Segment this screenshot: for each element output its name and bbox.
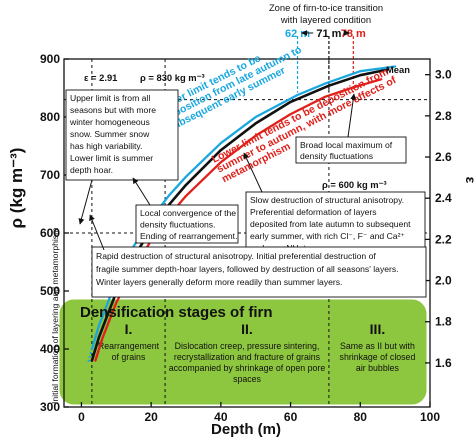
stage-description-line: accompanied by shrinkage of open pore <box>169 363 326 373</box>
broad-max-line: density fluctuations <box>300 151 373 161</box>
upper-limit-box-line: snow. Summer snow <box>70 129 150 139</box>
y2-tick-label: 2.2 <box>435 232 452 246</box>
y2-tick-label: 2.6 <box>435 150 452 164</box>
upper-limit-box-line: has high variability. <box>70 141 142 151</box>
marker-label: 71 m <box>316 28 341 40</box>
local-convergence-line: Local convergence of the <box>140 208 236 218</box>
stage-description-line: Rearrangement <box>98 341 160 351</box>
mean-series-label: Mean <box>386 64 410 75</box>
y-tick-label: 400 <box>40 342 60 356</box>
y-tick-label: 800 <box>40 110 60 124</box>
marker-label: 62 m <box>285 28 310 40</box>
upper-limit-box-line: depth hoar. <box>70 165 113 175</box>
stage-numeral: I. <box>125 321 133 337</box>
rapid-destruction-line: fragile summer depth-hoar layers, follow… <box>96 264 399 274</box>
rapid-destruction-line: Winter layers generally deform more read… <box>96 277 342 287</box>
upper-limit-box-line: Lower limit is summer <box>70 153 153 163</box>
stage-description-line: air bubbles <box>356 363 400 373</box>
slow-destruction-line: Slow destruction of structural anisotrop… <box>250 195 404 205</box>
broad-max-line: Broad local maximum of <box>300 140 393 150</box>
rho-600-label: ρ = 600 kg m⁻³ <box>322 179 387 190</box>
axes: 0 20 40 60 80 100 300 400 500 600 700 800 900 1.6 1.8 2… <box>40 52 452 424</box>
upper-limit-box-line: seasons but with more <box>70 105 156 115</box>
x-tick-label: 60 <box>284 410 298 424</box>
broad-max-arrow <box>347 93 357 138</box>
y2-tick-label: 2.8 <box>435 109 452 123</box>
y-tick-label: 700 <box>40 168 60 182</box>
y-tick-label: 500 <box>40 284 60 298</box>
series-line <box>94 78 383 362</box>
x-axis-label: Depth (m) <box>211 421 281 438</box>
upper-limit-curve-line: deposition from late autumn to <box>161 44 304 125</box>
stage-description-line: Same as II but with <box>340 341 415 351</box>
stage-description-line: shrinkage of closed <box>340 352 416 362</box>
slow-destruction-arrow <box>243 152 263 193</box>
top-title-line-2: with layered condition <box>280 14 371 25</box>
stage-description-line: of grains <box>112 352 146 362</box>
y-axis-label: ρ (kg m⁻³) <box>7 148 26 229</box>
upper-limit-box-line: winter homogeneous <box>69 117 150 127</box>
slow-destruction-line: early summer, with rich Cl⁻, F⁻ and Ca²⁺ <box>250 231 405 241</box>
stage-panel-background <box>59 299 427 405</box>
y-tick-label: 300 <box>40 400 60 414</box>
y2-tick-label: 3.0 <box>435 68 452 82</box>
stages-title: Densification stages of firn <box>80 304 273 321</box>
local-convergence-line: density fluctuations. <box>140 220 215 230</box>
rapid-destruction-box-frame <box>91 246 427 298</box>
marker-label: 78 m <box>341 28 366 40</box>
y-tick-label: 900 <box>40 52 60 66</box>
rapid-destruction-line: Rapid destruction of structural anisotro… <box>96 251 376 261</box>
upper-limit-box-line: Upper limit is from all <box>70 93 150 103</box>
top-title-line-1: Zone of firn-to-ice transition <box>269 2 383 13</box>
rapid-destruction-arrow <box>89 214 105 251</box>
x-tick-label: 20 <box>144 410 158 424</box>
stage-description-line: Dislocation creep, pressure sintering, <box>175 341 320 351</box>
vertical-label-group: Initial formation of layering and metamo… <box>50 228 60 404</box>
vertical-label: Initial formation of layering and metamo… <box>50 228 60 404</box>
x-tick-label: 40 <box>214 410 228 424</box>
slow-destruction-line: deposited from late autumn to subsequent <box>250 219 411 229</box>
x-tick-label: 100 <box>420 410 440 424</box>
y2-tick-label: 2.4 <box>435 191 452 205</box>
y2-axis-label: ε <box>463 177 474 184</box>
stage-numeral: II. <box>241 321 253 337</box>
stage-numeral: III. <box>370 321 386 337</box>
local-convergence-box-frame <box>135 204 239 244</box>
y2-tick-label: 1.6 <box>435 356 452 370</box>
x-tick-label: 0 <box>78 410 85 424</box>
local-convergence-arrow <box>132 177 151 206</box>
upper-limit-arrow <box>78 179 93 225</box>
eps-threshold-label: ε = 2.91 <box>84 72 117 83</box>
broad-max-box-frame <box>295 136 407 164</box>
y2-tick-label: 1.8 <box>435 315 452 329</box>
stage-description-line: spaces <box>233 374 261 384</box>
x-tick-label: 80 <box>354 410 368 424</box>
rho-830-label: ρ = 830 kg m⁻³ <box>140 72 205 83</box>
slow-destruction-line: Preferential deformation of layers <box>250 207 377 217</box>
y-tick-label: 600 <box>40 226 60 240</box>
local-convergence-line: Ending of rearrangement. <box>140 231 237 241</box>
upper-limit-box-frame <box>65 89 179 181</box>
y2-tick-label: 2.0 <box>435 274 452 288</box>
stage-description-line: recrystallization and fracture of grains <box>174 352 321 362</box>
